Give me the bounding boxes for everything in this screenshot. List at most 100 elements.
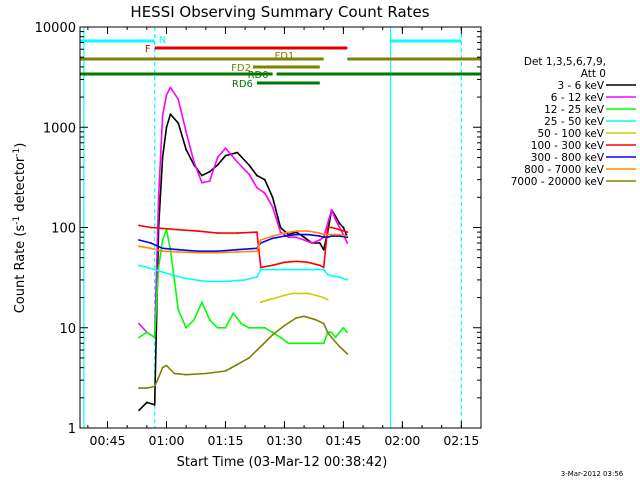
series-1-point-8 [185,130,188,133]
series-2-point-32 [342,326,345,329]
series-2-point-0 [138,336,140,339]
series-1-point-26 [326,222,329,225]
legend-entry-7: 800 - 7000 keV [524,164,605,176]
series-0-point-4 [161,156,164,159]
series-line-8 [139,315,348,389]
flag-label-f: F [145,44,151,55]
series-8-point-4 [161,366,164,369]
series-1-point-31 [346,242,349,244]
series-3-point-6 [204,280,207,283]
series-1-point-19 [279,231,282,234]
series-4-point-2 [275,296,278,299]
x-tick-label-1: 01:00 [148,433,184,448]
series-3-point-4 [169,273,172,276]
series-1-point-27 [330,208,333,211]
series-8-point-11 [248,357,250,359]
y-tick-label-0: 1 [68,422,76,437]
legend-entry-5: 100 - 300 keV [531,140,605,152]
series-line-3 [138,264,348,283]
series-1-point-4 [161,114,164,117]
series-4-point-6 [307,292,309,295]
series-3-point-1 [145,266,148,269]
series-5-point-7 [256,231,258,234]
series-0-point-30 [342,226,345,229]
series-4-point-5 [299,292,302,295]
series-5-point-11 [295,260,298,263]
series-8-point-16 [303,315,305,318]
flag-label-rd0: RD0 [248,70,269,81]
series-5-point-14 [322,266,325,269]
series-6-point-14 [322,236,325,239]
series-6-point-2 [161,247,164,250]
x-tick-label-6: 02:15 [443,433,479,448]
series-0-point-0 [138,409,140,412]
series-line-2 [138,228,348,345]
series-2-point-9 [185,326,188,329]
series-0-point-7 [177,122,180,124]
series-1-point-12 [216,156,219,159]
series-3-point-18 [322,268,325,271]
series-7-point-2 [161,250,164,253]
series-3-point-21 [338,276,341,278]
series-1-point-13 [224,147,227,150]
footer-timestamp: 3-Mar-2012 03:56 [561,470,624,478]
series-1-point-28 [334,218,337,221]
series-2-point-22 [287,342,290,345]
series-6-point-6 [236,248,239,251]
series-2-point-29 [330,331,333,334]
series-2-point-24 [303,342,305,345]
series-1-point-0 [138,322,140,325]
series-4-point-4 [291,292,294,295]
series-2-point-23 [295,342,298,345]
series-3-point-16 [307,268,309,271]
series-3-point-13 [283,268,286,271]
series-1-point-23 [311,242,313,244]
series-5-point-18 [346,231,349,234]
series-2-point-4 [161,239,164,241]
series-0-point-8 [185,148,188,151]
series-2-point-14 [224,326,227,329]
series-3-point-12 [275,268,278,271]
legend-entry-3: 25 - 50 keV [544,116,605,128]
series-6-point-4 [197,250,199,253]
series-1-point-21 [295,236,298,239]
series-3-point-14 [291,268,294,271]
series-6-point-15 [326,236,329,239]
series-0-point-11 [208,170,211,173]
series-2-point-21 [279,336,282,339]
series-7-point-4 [197,251,199,254]
series-0-point-10 [201,174,203,177]
series-3-point-5 [185,277,188,280]
series-2-point-16 [240,322,243,325]
series-8-point-5 [165,364,168,367]
series-8-point-8 [204,372,207,375]
series-1-point-22 [303,239,305,241]
series-5-point-3 [177,228,180,231]
legend-title-line2: Att 0 [581,68,606,80]
series-7-point-9 [271,235,274,238]
series-2-point-10 [193,318,195,321]
series-0-point-15 [248,164,250,166]
legend-entry-4: 50 - 100 keV [537,128,604,140]
series-5-point-1 [149,226,152,229]
series-8-point-9 [224,370,227,372]
series-0-point-16 [256,174,258,177]
series-8-point-19 [326,331,329,334]
series-8-point-18 [322,322,325,325]
legend-title-line1: Det 1,3,5,6,7,9, [524,56,606,68]
series-8-point-20 [330,336,333,339]
series-6-point-10 [283,235,286,238]
series-7-point-14 [322,233,325,236]
series-7-point-15 [326,233,329,236]
series-5-point-13 [318,264,321,267]
series-0-point-25 [322,248,325,251]
series-8-point-2 [153,385,156,388]
series-3-point-3 [161,271,164,273]
series-8-point-15 [295,317,298,319]
series-3-point-15 [299,268,302,271]
chart-title: HESSI Observing Summary Count Rates [130,3,429,21]
series-2-point-1 [145,331,148,334]
legend-entry-8: 7000 - 20000 keV [511,176,605,188]
series-5-point-15 [326,226,329,229]
series-1-point-10 [201,181,203,184]
